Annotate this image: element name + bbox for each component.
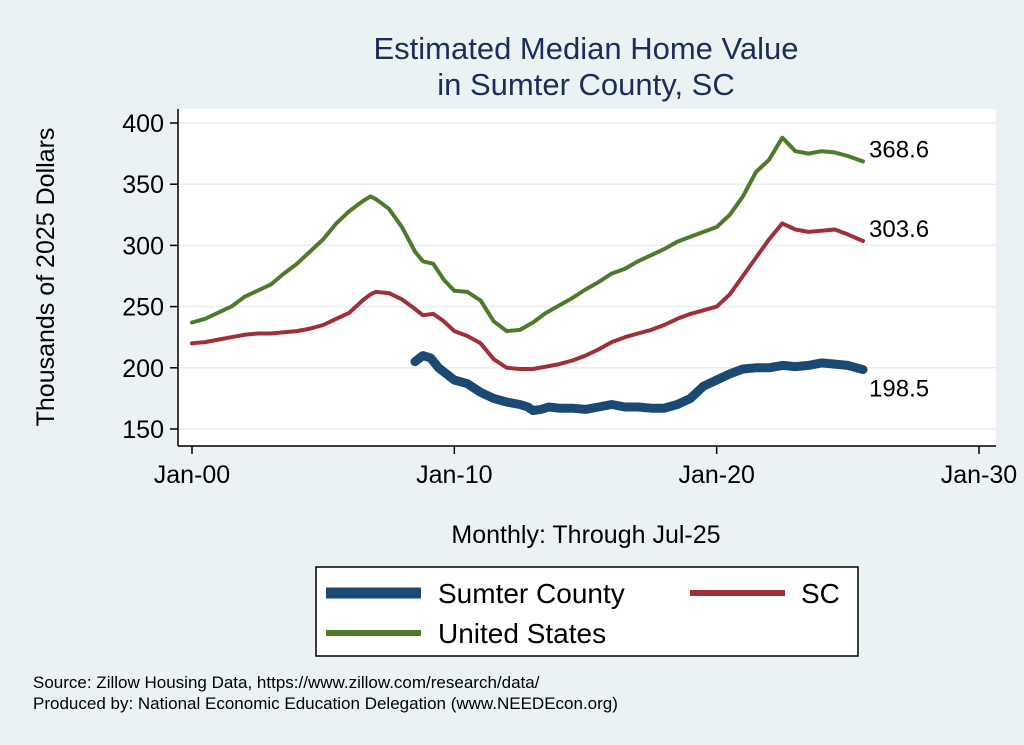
y-tick-label: 350 [122,171,164,199]
end-label-sc: 303.6 [869,216,929,243]
chart-title-line-2: in Sumter County, SC [437,67,734,102]
legend-label-united-states: United States [438,618,606,649]
y-tick-label: 300 [122,232,164,260]
y-tick-label: 200 [122,355,164,383]
x-axis-title: Monthly: Through Jul-25 [451,521,720,549]
x-tick-label: Jan-30 [941,461,1017,489]
series-line-sumter-county [410,351,868,416]
legend-box [315,566,859,657]
plot-area [178,109,996,446]
series-line-united-states [190,135,865,334]
chart-title-line-1: Estimated Median Home Value [373,31,798,66]
end-labels: 198.5 303.6 368.6 [869,136,929,402]
produced-by-note: Produced by: National Economic Education… [33,694,618,713]
y-tick-label: 250 [122,294,164,322]
y-tick-label: 400 [122,110,164,138]
series-lines [190,135,868,416]
x-tick-label: Jan-00 [154,461,230,489]
y-tick-label: 150 [122,416,164,444]
x-tick-label: Jan-10 [416,461,492,489]
end-label-united-states: 368.6 [869,136,929,163]
axes: 150 200 250 300 350 400 Jan-00 Jan-10 Jan-20 Jan-… [122,109,1017,489]
end-label-sumter-county: 198.5 [869,376,929,403]
x-tick-label: Jan-20 [678,461,754,489]
legend-label-sumter-county: Sumter County [438,578,625,609]
legend-label-sc: SC [801,578,840,609]
series-line-sc [190,221,865,371]
y-axis-title: Thousands of 2025 Dollars [32,128,60,427]
source-note: Source: Zillow Housing Data, https://www… [33,673,540,692]
legend: Sumter County SC United States [315,566,859,657]
